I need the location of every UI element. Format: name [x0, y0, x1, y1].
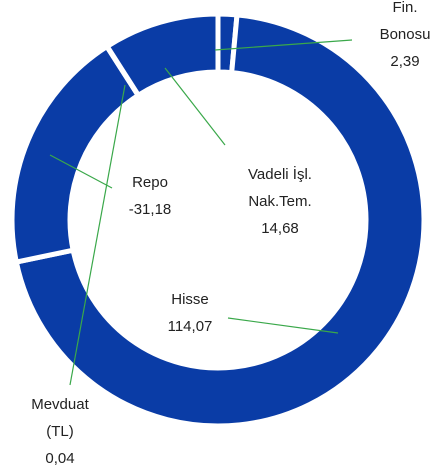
value-label: 2,39: [390, 53, 419, 70]
value-label: 114,07: [168, 318, 213, 335]
leader-line: [214, 39, 353, 51]
leader-line: [69, 84, 126, 386]
slice-label: Vadeli İşl. Nak.Tem.: [248, 165, 312, 210]
leader-line: [227, 317, 339, 334]
leader-line: [164, 67, 226, 146]
slice-label: Repo: [132, 174, 168, 191]
donut-segment: [13, 12, 427, 429]
donut-segment: [9, 43, 142, 265]
value-label: 14,68: [261, 220, 299, 237]
slice-label: Hisse: [171, 291, 209, 308]
slice-label: Fin. Bonosu: [380, 0, 431, 43]
slice-label: Mevduat (TL): [31, 396, 89, 440]
value-label: -31,18: [129, 201, 172, 218]
value-label: 0,04: [45, 450, 74, 467]
leader-line: [49, 154, 113, 189]
donut-segment: [103, 11, 221, 99]
